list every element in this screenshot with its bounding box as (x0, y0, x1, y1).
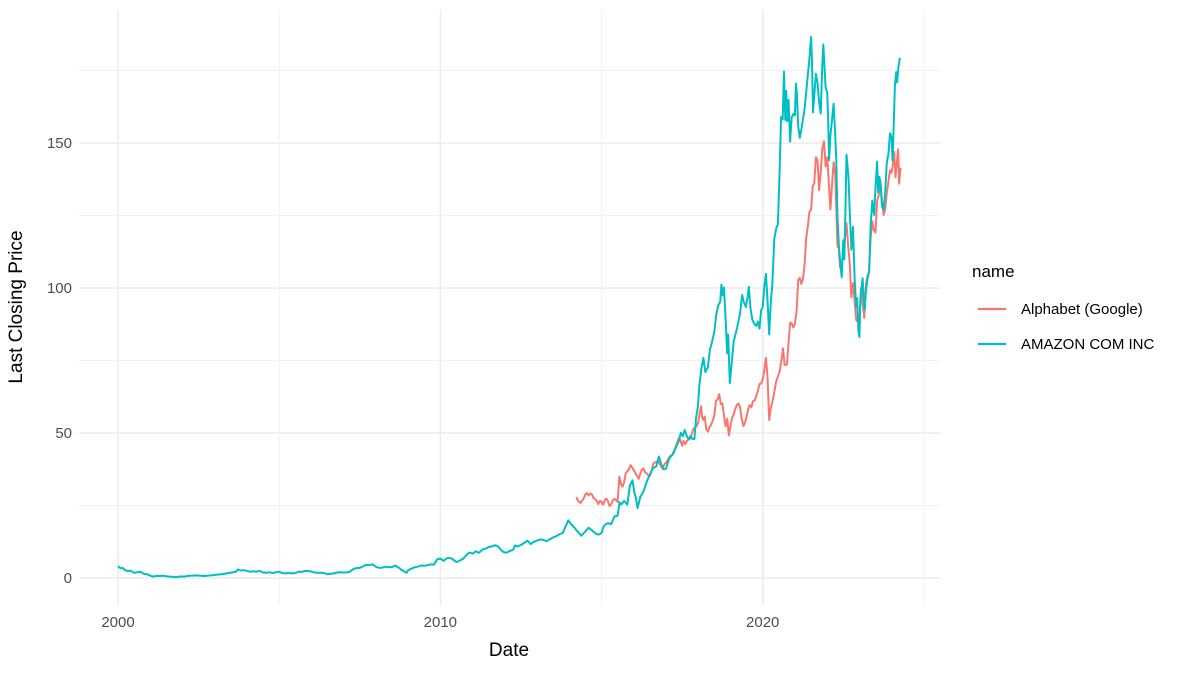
y-tick-label-100: 100 (47, 280, 72, 297)
series-line-alphabet-google- (575, 140, 902, 508)
x-tick-label-2000: 2000 (101, 614, 134, 631)
x-axis-title: Date (489, 640, 529, 661)
legend-entries: Alphabet (Google) AMAZON COM INC (978, 301, 1154, 353)
y-axis-tick-labels: 0 50 100 150 (47, 135, 72, 587)
x-tick-label-2010: 2010 (424, 614, 457, 631)
legend-entry-amazon-com-inc: AMAZON COM INC (978, 336, 1154, 353)
legend: name Alphabet (Google) AMAZON COM INC (972, 262, 1154, 353)
legend-title: name (972, 262, 1015, 281)
legend-entry-label: Alphabet (Google) (1021, 301, 1143, 318)
grid-major-lines (79, 10, 940, 605)
y-tick-label-50: 50 (55, 425, 72, 442)
grid-minor-lines (79, 10, 940, 605)
y-tick-label-0: 0 (64, 570, 72, 587)
series-line-amazon-com-inc (117, 36, 902, 579)
x-tick-label-2020: 2020 (746, 614, 779, 631)
y-axis-title: Last Closing Price (6, 230, 27, 383)
series-lines (117, 36, 902, 579)
y-tick-label-150: 150 (47, 135, 72, 152)
x-axis-tick-labels: 2000 2010 2020 (101, 614, 779, 631)
legend-entry-alphabet-google-: Alphabet (Google) (978, 301, 1143, 318)
legend-entry-label: AMAZON COM INC (1021, 336, 1154, 353)
